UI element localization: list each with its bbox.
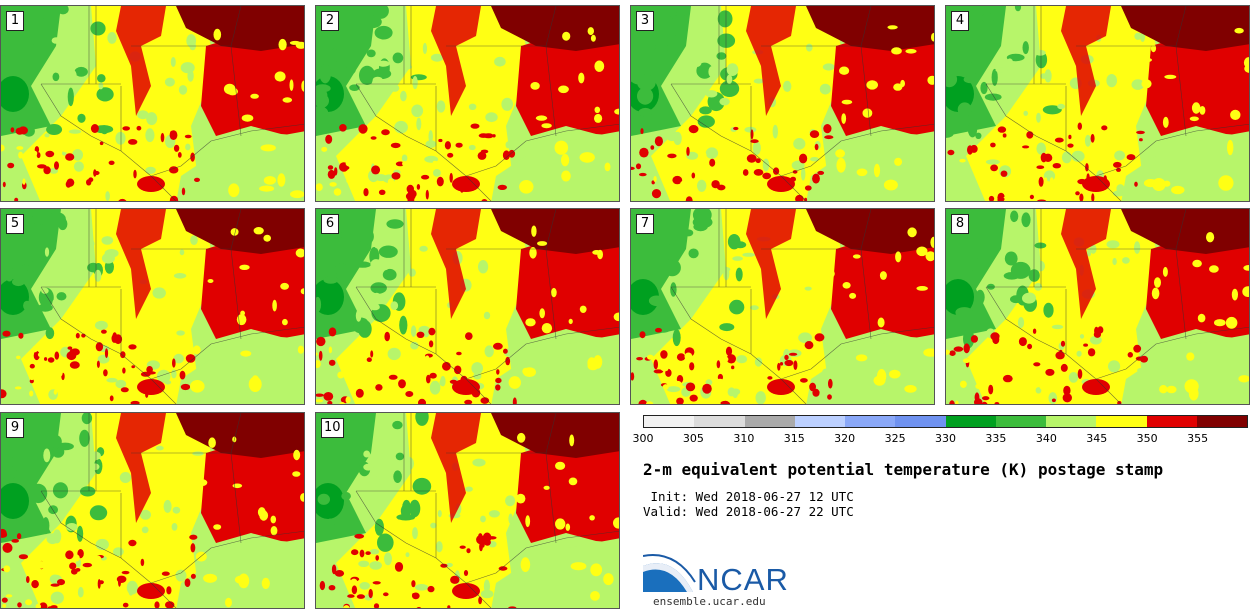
map-panel-10 <box>316 413 619 608</box>
stamp-panel-7: 7 <box>630 208 935 405</box>
colorbar-segment <box>895 416 946 427</box>
colorbar-tick-label: 325 <box>884 432 906 445</box>
member-label-5: 5 <box>6 214 24 234</box>
colorbar-tick-label: 335 <box>985 432 1007 445</box>
map-panel-8 <box>946 209 1249 404</box>
colorbar-tick-label: 315 <box>783 432 805 445</box>
colorbar-tick-label: 320 <box>834 432 856 445</box>
member-label-9: 9 <box>6 418 24 438</box>
colorbar-tick-label: 330 <box>935 432 956 445</box>
ncar-logo-icon <box>643 554 696 592</box>
stamp-panel-10: 10 <box>315 412 620 609</box>
stamp-panel-6: 6 <box>315 208 620 405</box>
map-panel-5 <box>1 209 304 404</box>
time-info: Init: Wed 2018-06-27 12 UTC Valid: Wed 2… <box>643 489 854 519</box>
map-panel-9 <box>1 413 304 608</box>
stamp-panel-8: 8 <box>945 208 1250 405</box>
member-label-10: 10 <box>321 418 344 438</box>
colorbar-segment <box>1046 416 1097 427</box>
valid-time: Valid: Wed 2018-06-27 22 UTC <box>643 504 854 519</box>
map-panel-4 <box>946 6 1249 201</box>
logo-url: ensemble.ucar.edu <box>653 595 766 608</box>
colorbar <box>643 415 1248 428</box>
colorbar-segment <box>1196 416 1247 427</box>
stamp-panel-3: 3 <box>630 5 935 202</box>
colorbar-tick-label: 305 <box>682 432 704 445</box>
colorbar-segment <box>995 416 1046 427</box>
member-label-7: 7 <box>636 214 654 234</box>
init-time: Init: Wed 2018-06-27 12 UTC <box>643 489 854 504</box>
colorbar-tick-label: 355 <box>1187 432 1209 445</box>
colorbar-segment <box>1146 416 1197 427</box>
colorbar-segment <box>644 416 695 427</box>
colorbar-tick-label: 345 <box>1086 432 1108 445</box>
logo-text: NCAR <box>697 562 789 597</box>
colorbar-segment <box>845 416 896 427</box>
stamp-panel-9: 9 <box>0 412 305 609</box>
map-panel-2 <box>316 6 619 201</box>
colorbar-segment <box>1096 416 1147 427</box>
member-label-8: 8 <box>951 214 969 234</box>
member-label-3: 3 <box>636 11 654 31</box>
colorbar-tick-label: 350 <box>1136 432 1158 445</box>
member-label-1: 1 <box>6 11 24 31</box>
colorbar-segment <box>744 416 795 427</box>
colorbar-tick-label: 310 <box>733 432 755 445</box>
member-label-2: 2 <box>321 11 339 31</box>
member-label-4: 4 <box>951 11 969 31</box>
map-panel-3 <box>631 6 934 201</box>
stamp-panel-4: 4 <box>945 5 1250 202</box>
stamp-panel-5: 5 <box>0 208 305 405</box>
member-label-6: 6 <box>321 214 339 234</box>
colorbar-segment <box>794 416 845 427</box>
colorbar-segment <box>694 416 745 427</box>
stamp-panel-2: 2 <box>315 5 620 202</box>
stamp-panel-1: 1 <box>0 5 305 202</box>
map-panel-6 <box>316 209 619 404</box>
colorbar-segment <box>945 416 996 427</box>
colorbar-tick-label: 340 <box>1035 432 1057 445</box>
chart-title: 2-m equivalent potential temperature (K)… <box>643 460 1164 479</box>
map-panel-7 <box>631 209 934 404</box>
map-panel-1 <box>1 6 304 201</box>
colorbar-tick-label: 300 <box>632 432 654 445</box>
